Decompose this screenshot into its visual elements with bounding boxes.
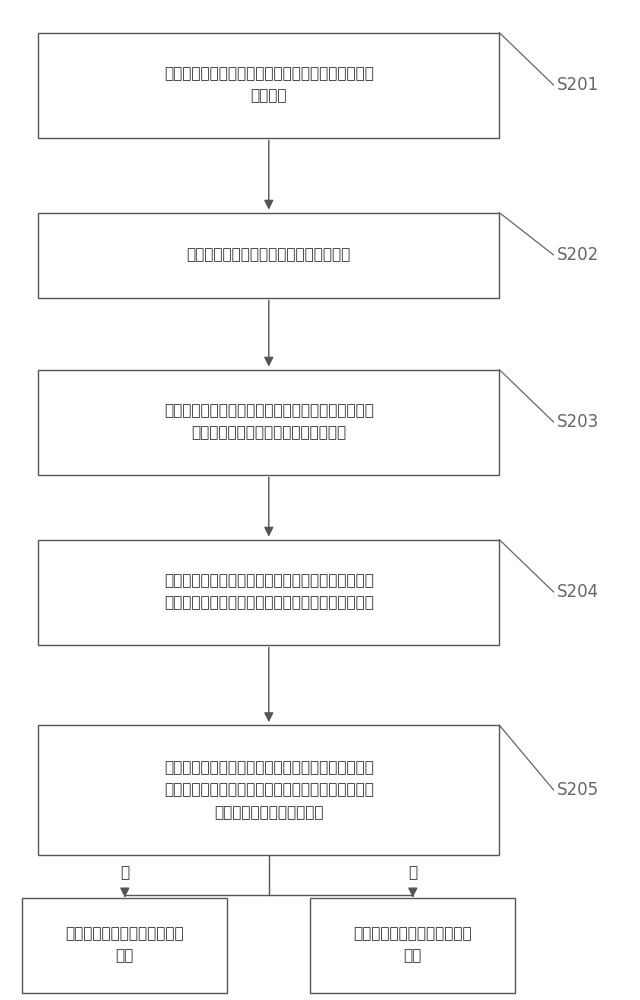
- Text: S203: S203: [557, 413, 599, 431]
- Bar: [38, 369, 499, 475]
- Text: S205: S205: [557, 781, 599, 799]
- Bar: [38, 32, 499, 137]
- Bar: [310, 898, 515, 992]
- Text: 获取对应批次号的修改日志存储至区块链: 获取对应批次号的修改日志存储至区块链: [187, 247, 351, 262]
- Bar: [38, 725, 499, 855]
- Text: 获取同一批次号产品的第三次计量数据，判断所述第
三次计量数据是否在预设合格计量数据范围之内，并
生成审核日志存储至区块链: 获取同一批次号产品的第三次计量数据，判断所述第 三次计量数据是否在预设合格计量数…: [164, 760, 374, 820]
- Text: S202: S202: [557, 246, 599, 264]
- Bar: [38, 213, 499, 298]
- Text: 是: 是: [120, 865, 129, 880]
- Text: S204: S204: [557, 583, 599, 601]
- Bar: [38, 540, 499, 645]
- Text: S201: S201: [557, 76, 599, 94]
- Text: 获取批次号及对应批次号产品的第一次计量数据存储
至区块链: 获取批次号及对应批次号产品的第一次计量数据存储 至区块链: [164, 66, 374, 104]
- Text: 获取同一批次号产品的第二次计量数据和第一次计量
数据进行分析比对，得到产品状态信息存储至区块链: 获取同一批次号产品的第二次计量数据和第一次计量 数据进行分析比对，得到产品状态信…: [164, 573, 374, 611]
- Text: 则生成审核失败信息存储至区
块链: 则生成审核失败信息存储至区 块链: [353, 926, 472, 964]
- Text: 则生成审核通过信息存储至区
块链: 则生成审核通过信息存储至区 块链: [65, 926, 184, 964]
- Text: 关联所述批次号、所述对应批次号产品的第一次计量
数据和所述对应批次号产品的修改日志: 关联所述批次号、所述对应批次号产品的第一次计量 数据和所述对应批次号产品的修改日…: [164, 403, 374, 441]
- Bar: [22, 898, 227, 992]
- Text: 否: 否: [408, 865, 417, 880]
